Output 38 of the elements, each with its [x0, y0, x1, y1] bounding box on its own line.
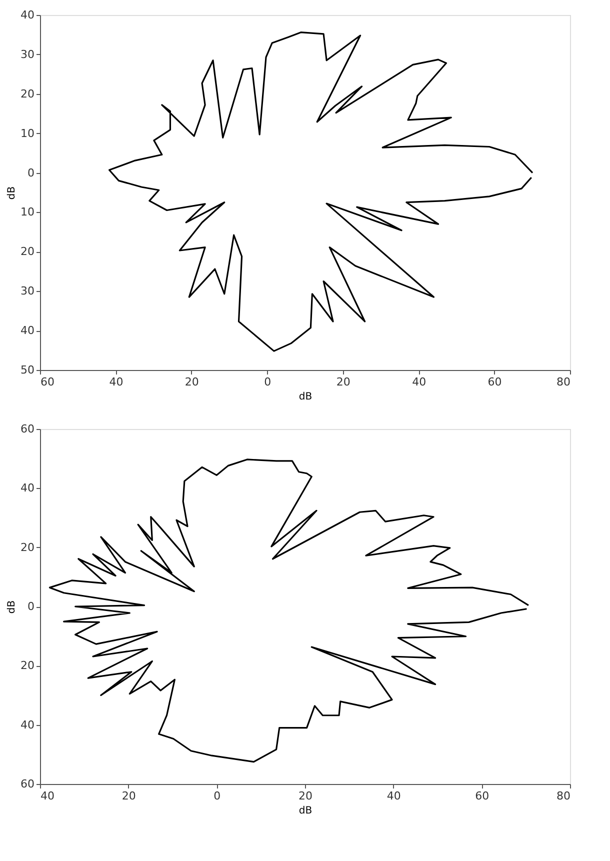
y-tick-label: 0 — [28, 166, 34, 180]
y-tick-label: 20 — [20, 540, 34, 554]
x-tick-label: 40 — [40, 790, 54, 802]
y-tick-label: 60 — [20, 422, 34, 436]
x-tick-label: 80 — [556, 376, 570, 388]
y-tick-label: 40 — [20, 718, 34, 732]
y-tick-label: 60 — [20, 778, 34, 790]
line-series — [108, 32, 534, 352]
x-axis-title: dB — [298, 806, 312, 816]
line-series — [48, 458, 530, 763]
y-tick-label: 40 — [20, 482, 34, 495]
x-axis-title: dB — [298, 392, 312, 402]
y-tick-label: 30 — [20, 48, 34, 61]
y-axis-title: dB — [6, 600, 18, 614]
x-tick-label: 20 — [122, 790, 136, 802]
x-tick-label: 20 — [336, 376, 350, 388]
x-tick-label: 80 — [556, 790, 570, 802]
y-axis-title: dB — [6, 186, 18, 200]
x-tick-label: 60 — [488, 376, 502, 388]
y-tick-label: 20 — [20, 659, 34, 672]
x-tick-label: 40 — [412, 376, 426, 388]
y-tick-label: 20 — [20, 245, 34, 258]
x-tick-label: 40 — [386, 790, 401, 802]
y-tick-label: 10 — [20, 206, 34, 219]
x-tick-label: 40 — [109, 376, 124, 388]
x-tick-label: 0 — [214, 790, 221, 802]
x-tick-label: 20 — [184, 376, 199, 388]
x-tick-label: 0 — [264, 376, 272, 388]
y-tick-label: 50 — [20, 364, 34, 376]
x-tick-label: 60 — [475, 790, 490, 802]
y-tick-label: 10 — [20, 126, 34, 140]
x-tick-label: 20 — [298, 790, 312, 802]
y-tick-label: 40 — [20, 8, 34, 22]
y-tick-label: 20 — [20, 87, 34, 100]
y-tick-label: 30 — [20, 284, 34, 298]
x-tick-label: 60 — [40, 376, 54, 388]
y-tick-label: 40 — [20, 324, 34, 338]
y-tick-label: 0 — [28, 600, 34, 613]
